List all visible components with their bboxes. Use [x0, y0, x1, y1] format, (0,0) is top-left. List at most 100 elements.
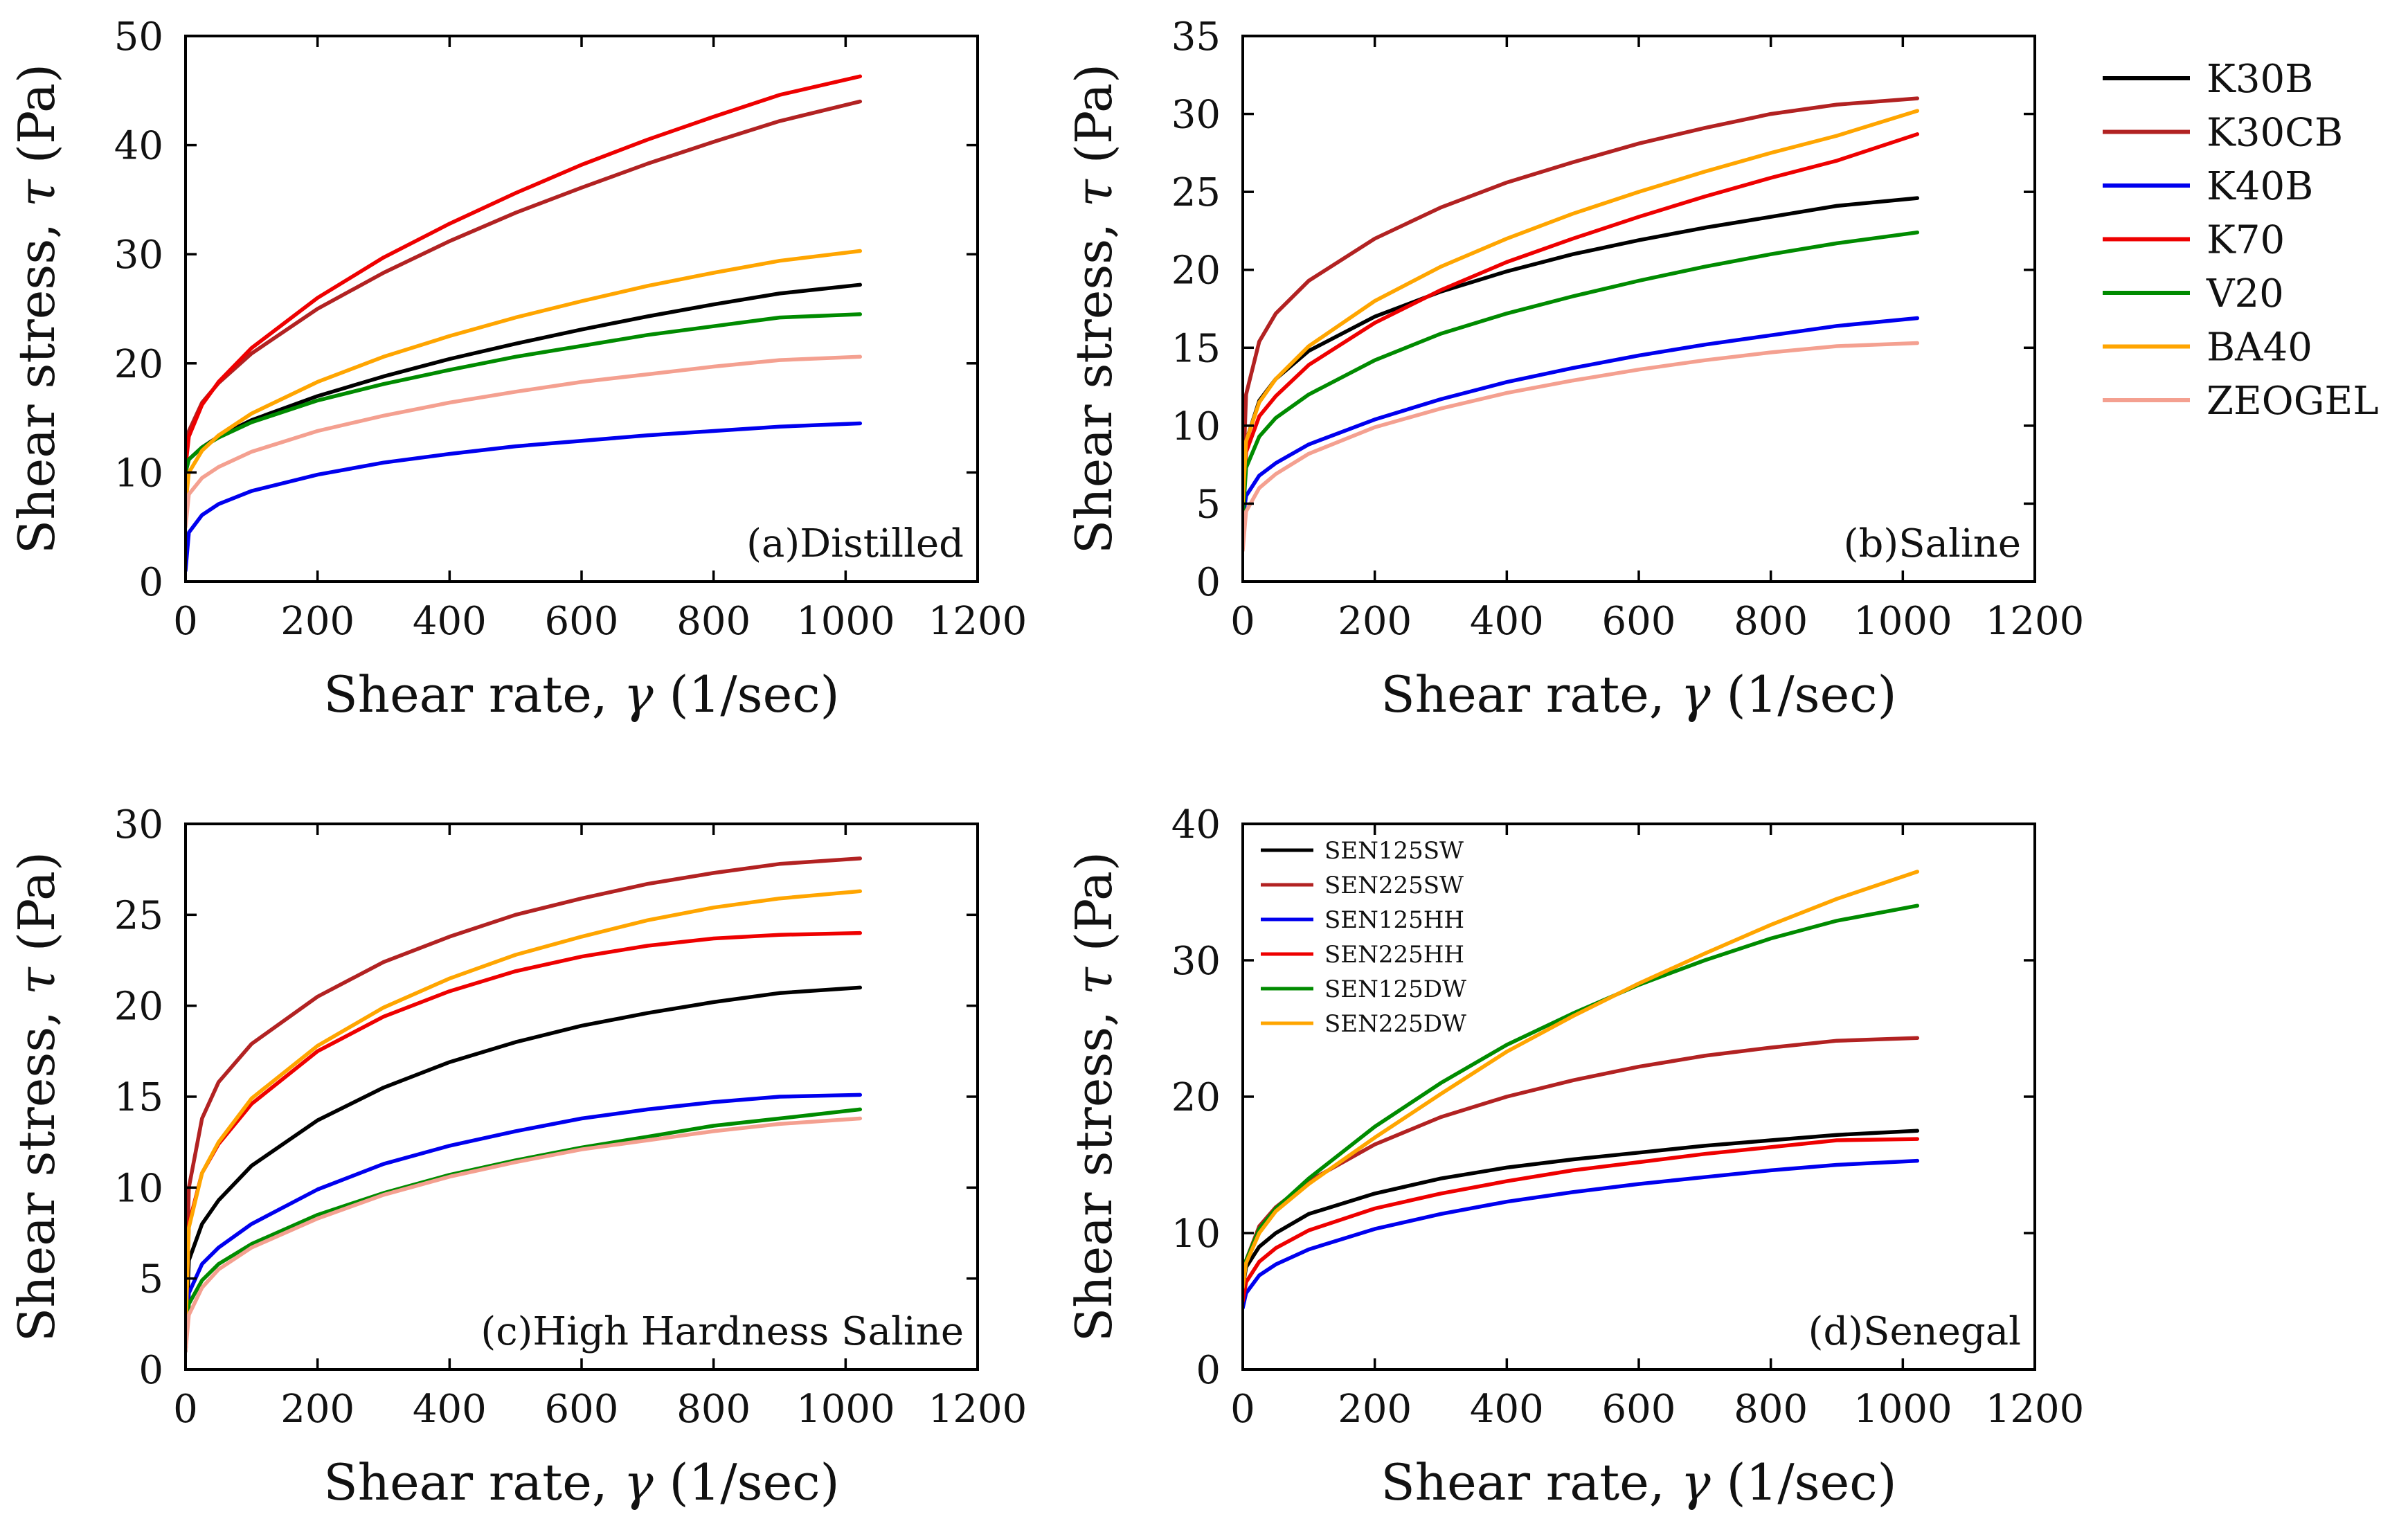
x-tick-label: 600	[1602, 599, 1676, 644]
series-line-k40b	[1243, 316, 1920, 521]
y-axis-title-text: Shear stress,	[1065, 207, 1123, 554]
y-axis-unit: (Pa)	[1065, 64, 1123, 179]
y-tick-label: 20	[114, 342, 163, 387]
y-axis-title: Shear stress, τ (Pa)	[8, 64, 66, 554]
y-tick-label: 20	[1171, 1075, 1221, 1120]
y-tick-label: 0	[1196, 560, 1221, 605]
series-line-zeogel	[186, 1116, 863, 1354]
x-tick-label: 1000	[796, 599, 895, 644]
series-line-k30b	[186, 985, 863, 1354]
series-line-sen225dw	[1243, 870, 1920, 1290]
y-tick-label: 5	[138, 1257, 163, 1302]
x-tick-label: 200	[1338, 599, 1412, 644]
series-lines	[186, 74, 863, 573]
series-line-ba40	[186, 889, 863, 1336]
x-tick-label: 200	[280, 1387, 354, 1432]
y-tick-label: 30	[1171, 939, 1221, 984]
y-tick-label: 5	[1196, 482, 1221, 527]
y-axis-title-text: Shear stress,	[8, 207, 66, 554]
legend-label-sen125hh: SEN125HH	[1324, 906, 1464, 934]
x-tick-label: 400	[1470, 599, 1544, 644]
x-tick-label: 200	[1338, 1387, 1412, 1432]
x-tick-label: 0	[173, 1387, 198, 1432]
series-line-ba40	[1243, 109, 1920, 506]
panel-distilled: 0 200 400 600 800 1000 1200 0 10 20 30 40 50 Shear ra…	[8, 15, 1027, 723]
y-tick-label: 20	[114, 985, 163, 1030]
x-tick-label: 1000	[1853, 1387, 1952, 1432]
y-tick-label: 25	[114, 893, 163, 938]
series-line-k40b	[186, 1093, 863, 1354]
panel-high-hardness-saline: 0 200 400 600 800 1000 1200 0 5 10 15 20 25 30 Shear r…	[8, 802, 1027, 1511]
legend-main: K30B K30CB K40B K70 V20 BA40 ZEOGEL	[2103, 57, 2379, 424]
x-axis-title-text: Shear rate,	[323, 1453, 623, 1511]
series-line-sen225sw	[1243, 1036, 1920, 1290]
panel-label: (a)Distilled	[746, 521, 964, 566]
legend-label-sen225hh: SEN225HH	[1324, 941, 1464, 969]
x-tick-label: 200	[280, 599, 354, 644]
x-tick-label: 800	[1734, 599, 1808, 644]
x-tick-label: 600	[545, 599, 619, 644]
y-axis-symbol: τ	[8, 967, 66, 995]
y-tick-label: 10	[114, 451, 163, 496]
y-tick-label: 40	[114, 124, 163, 169]
legend-label-zeogel: ZEOGEL	[2207, 379, 2379, 424]
x-axis-symbol: γ	[1681, 665, 1711, 723]
x-axis-unit: (1/sec)	[654, 1453, 840, 1511]
series-line-k30cb	[186, 856, 863, 1336]
series-line-k30cb	[1243, 96, 1920, 490]
y-axis-unit: (Pa)	[1065, 852, 1123, 967]
panel-saline: 0 200 400 600 800 1000 1200 0 5 10 15 20 25 30 35 Shear…	[1065, 15, 2084, 723]
series-lines	[186, 856, 863, 1354]
legend-label-k40b: K40B	[2207, 164, 2313, 209]
y-tick-label: 0	[138, 560, 163, 605]
series-line-sen225hh	[1243, 1137, 1920, 1304]
x-axis-symbol: γ	[1681, 1453, 1711, 1511]
x-tick-label: 0	[1230, 1387, 1255, 1432]
x-axis-unit: (1/sec)	[1711, 1453, 1897, 1511]
x-axis-title-text: Shear rate,	[1381, 1453, 1680, 1511]
series-line-sen125sw	[1243, 1129, 1920, 1290]
y-tick-label: 10	[1171, 1212, 1221, 1257]
y-axis-symbol: τ	[1065, 179, 1123, 207]
x-axis-title: Shear rate, γ (1/sec)	[1381, 665, 1896, 723]
x-axis-symbol: γ	[624, 1453, 654, 1511]
x-axis-title: Shear rate, γ (1/sec)	[323, 1453, 839, 1511]
x-tick-label: 800	[1734, 1387, 1808, 1432]
legend-senegal: SEN125SW SEN225SW SEN125HH SEN225HH SEN125DW…	[1261, 837, 1466, 1038]
y-axis-unit: (Pa)	[8, 852, 66, 967]
legend-label-ba40: BA40	[2207, 325, 2312, 370]
x-tick-label: 400	[413, 599, 487, 644]
x-axis-unit: (1/sec)	[1711, 665, 1897, 723]
x-tick-label: 0	[173, 599, 198, 644]
series-line-sen125dw	[1243, 904, 1920, 1290]
y-tick-label: 35	[1171, 15, 1221, 60]
y-tick-label: 30	[114, 802, 163, 847]
x-tick-label: 800	[676, 599, 751, 644]
series-line-zeogel	[1243, 341, 1920, 552]
legend-label-sen125dw: SEN125DW	[1324, 976, 1466, 1003]
x-tick-label: 400	[413, 1387, 487, 1432]
y-tick-label: 25	[1171, 170, 1221, 215]
y-tick-label: 30	[114, 233, 163, 278]
y-axis-symbol: τ	[1065, 967, 1123, 995]
x-tick-label: 1200	[928, 599, 1027, 644]
y-axis-symbol: τ	[8, 179, 66, 207]
legend-label-sen225dw: SEN225DW	[1324, 1010, 1466, 1038]
x-axis-title-text: Shear rate,	[1381, 665, 1680, 723]
y-axis-title: Shear stress, τ (Pa)	[1065, 64, 1123, 554]
x-tick-label: 800	[676, 1387, 751, 1432]
y-tick-label: 0	[138, 1348, 163, 1393]
x-axis-title: Shear rate, γ (1/sec)	[1381, 1453, 1896, 1511]
panel-label: (c)High Hardness Saline	[480, 1309, 964, 1354]
x-axis-symbol: γ	[624, 665, 654, 723]
series-line-k70	[1243, 132, 1920, 506]
series-lines	[1243, 870, 1920, 1311]
y-axis-title-text: Shear stress,	[1065, 995, 1123, 1342]
y-axis-title: Shear stress, τ (Pa)	[1065, 852, 1123, 1342]
legend-label-sen225sw: SEN225SW	[1324, 872, 1464, 899]
series-line-k70	[186, 931, 863, 1336]
series-lines	[1243, 96, 1920, 552]
y-tick-label: 20	[1171, 249, 1221, 294]
y-tick-label: 15	[1171, 326, 1221, 371]
